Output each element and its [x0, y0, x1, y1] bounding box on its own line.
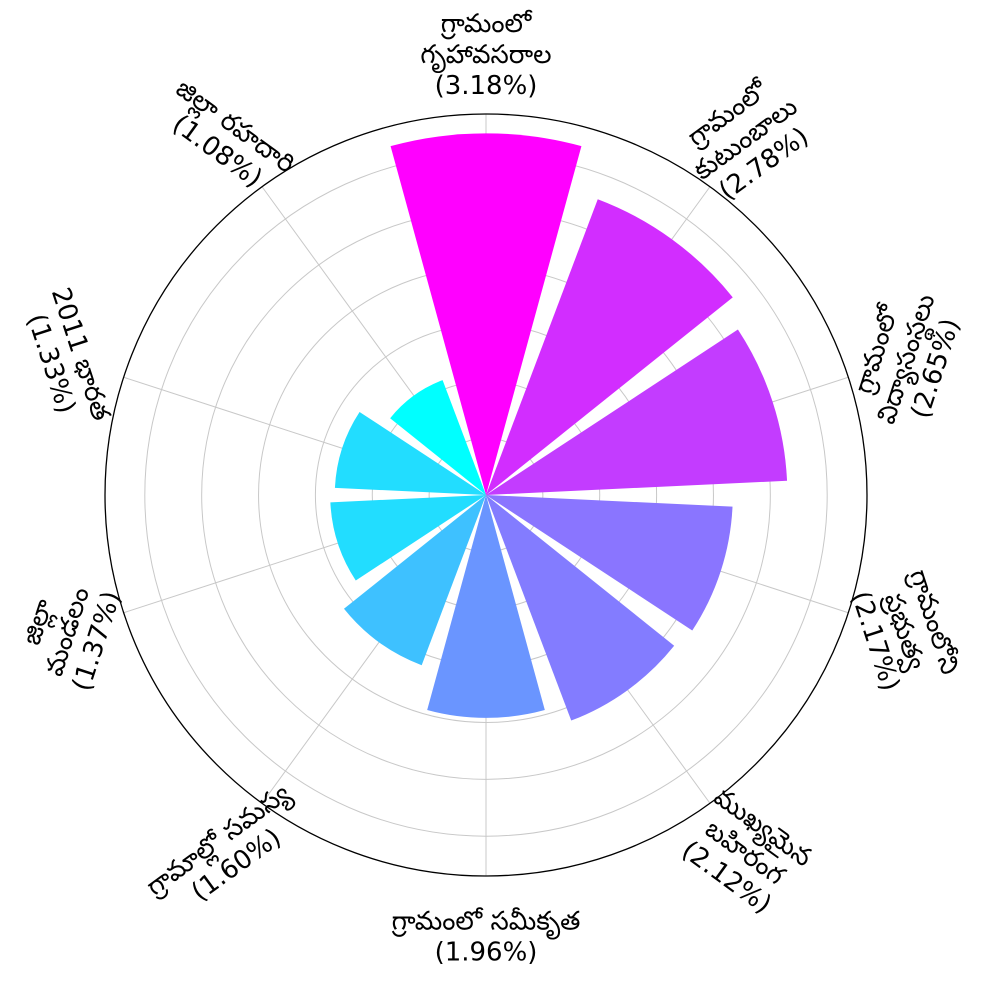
category-label-1: గ్రామంలోగృహావసరాల(3.18%) [420, 9, 551, 101]
category-value-label: (1.96%) [435, 938, 538, 968]
category-label-5: ముఖ్యమైనబహిరంగ(2.12%) [676, 782, 818, 920]
bar-7 [343, 495, 486, 666]
category-name-label: గ్రామంలో సమీకృత [392, 907, 581, 941]
category-label-9: 2011 భారత(1.33%) [21, 284, 116, 424]
category-value-label: (3.18%) [435, 71, 538, 101]
category-name-label: గృహావసరాల [420, 40, 551, 74]
bar-4 [486, 495, 733, 631]
category-label-7: గ్రామాల్లో సమస్య(1.60%) [141, 778, 298, 907]
bar-10 [390, 380, 486, 495]
bar-1 [390, 133, 582, 495]
category-label-6: గ్రామంలో సమీకృత(1.96%) [392, 907, 581, 968]
category-label-8: జిల్లామండలం(1.37%) [17, 583, 128, 694]
category-label-2: గ్రామంలోకుటుంబాలు(2.78%) [682, 74, 814, 207]
category-label-3: గ్రామంలోవిద్యాసంస్థలు(2.65%) [849, 290, 966, 429]
bar-5 [486, 495, 675, 721]
category-label-4: గ్రామంలోనిప్రభుత్వ(2.17%) [845, 566, 965, 695]
polar-frame [104, 113, 868, 877]
bar-3 [486, 329, 788, 495]
bar-2 [486, 199, 733, 496]
bar-group [330, 133, 788, 721]
bar-9 [334, 411, 486, 495]
bar-8 [330, 495, 486, 581]
bar-6 [427, 495, 545, 718]
category-name-label: గ్రామంలో [441, 9, 534, 40]
category-label-10: జిల్లా రహదారి(1.08%) [167, 73, 301, 194]
